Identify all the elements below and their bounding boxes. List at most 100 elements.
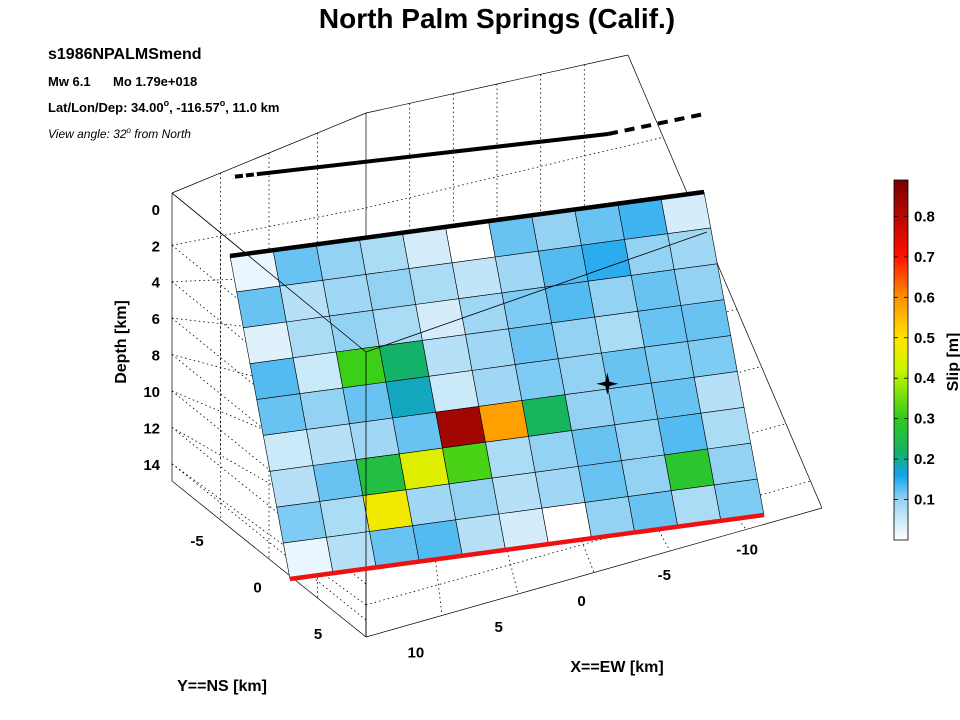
slip-patch: [408, 262, 460, 305]
x-axis-label: X==EW [km]: [570, 659, 663, 676]
tick-label: 4: [152, 275, 161, 292]
slip-patch: [306, 423, 357, 466]
slip-patch: [700, 406, 752, 450]
slip-patch: [365, 268, 417, 311]
tick-label: 6: [152, 311, 160, 328]
slip-patch: [458, 292, 509, 335]
moment-magnitude: Mw 6.1: [48, 74, 91, 89]
slip-patch: [528, 430, 579, 473]
slip-patch: [594, 310, 645, 354]
colorbar-label: Slip [m]: [945, 333, 960, 392]
fault-edges: [229, 189, 765, 582]
colorbar-tick: 0.4: [914, 370, 936, 387]
slip-patch: [680, 299, 732, 342]
slip-patch: [667, 227, 718, 270]
slip-patch: [442, 441, 493, 485]
slip-patch: [322, 274, 373, 317]
slip-patch: [673, 263, 725, 306]
tick-label: 10: [408, 645, 425, 662]
colorbar-tick: 0.1: [914, 492, 935, 509]
colorbar-tick: 0.2: [914, 451, 935, 468]
slip-patch: [422, 334, 473, 377]
slip-patch: [362, 489, 413, 532]
slip-patch: [428, 370, 480, 413]
slip-patch: [501, 286, 552, 330]
tick-label: 8: [152, 348, 160, 365]
tick-label: -10: [736, 541, 758, 558]
slip-patch: [508, 322, 559, 365]
slip-patch: [312, 459, 364, 502]
slip-patch: [372, 304, 423, 347]
slip-patch: [624, 233, 675, 276]
slip-patch: [292, 351, 344, 395]
slip-patch: [650, 376, 702, 420]
lat-lon-depth: Lat/Lon/Dep: 34.00o, -116.57o, 11.0 km: [48, 98, 279, 115]
tick-label: 0: [152, 202, 160, 219]
colorbar: 0.1 0.2 0.3 0.4 0.5 0.6 0.7 0.8 Slip [m]: [893, 179, 960, 541]
slip-patch: [335, 345, 387, 389]
slip-patch: [564, 388, 616, 431]
slip-patch: [385, 375, 437, 419]
slip-patch: [249, 357, 301, 400]
slip-patch: [537, 244, 589, 288]
tick-label: 0: [577, 593, 585, 610]
fault-bottom-edge: [289, 512, 765, 582]
tick-label: 10: [143, 384, 160, 401]
slip-patch: [378, 340, 430, 383]
chart-title: North Palm Springs (Calif.): [319, 3, 675, 34]
slip-patch: [256, 393, 307, 436]
slip-patch: [693, 371, 745, 414]
slip-patch: [392, 411, 443, 455]
seismic-moment: Mo 1.79e+018: [113, 74, 197, 89]
slip-patch: [405, 483, 457, 527]
slip-patch: [687, 335, 738, 378]
slip-patch: [607, 382, 659, 426]
tick-label: 2: [152, 238, 160, 255]
hypocenter-star: [596, 372, 619, 395]
slip-patch: [664, 448, 715, 492]
slip-patch: [342, 381, 393, 425]
slip-patch: [355, 453, 407, 496]
slip-patch: [521, 394, 572, 437]
slip-patch: [707, 442, 758, 486]
tick-label: -5: [190, 533, 203, 550]
slip-patch: [577, 460, 629, 503]
slip-patch: [242, 321, 294, 365]
colorbar-tick: 0.8: [914, 208, 935, 225]
tick-label: 12: [143, 420, 160, 437]
depth-axis-label: Depth [km]: [113, 300, 130, 384]
slip-patch: [551, 316, 602, 360]
slip-patch: [319, 495, 370, 538]
slip-patch: [262, 429, 314, 472]
colorbar-tick: 0.6: [914, 289, 935, 306]
event-id: s1986NPALMSmend: [48, 46, 202, 63]
slip-patch: [471, 364, 523, 407]
slip-patch: [637, 305, 688, 348]
slip-patch: [571, 424, 622, 467]
slip-patch: [398, 447, 450, 491]
slip-patch: [557, 352, 609, 396]
colorbar-tick: 0.7: [914, 249, 935, 266]
colorbar-tick: 0.5: [914, 330, 935, 347]
slip-patch: [349, 417, 400, 461]
tick-label: -5: [658, 567, 671, 584]
slip-patch: [644, 341, 695, 384]
slip-patch: [236, 285, 287, 329]
slip-patch: [581, 239, 632, 282]
slip-patch: [276, 501, 327, 544]
view-angle: View angle: 32o from North: [48, 126, 191, 141]
slip-patch: [630, 269, 682, 312]
slip-patch: [491, 471, 543, 515]
fault-top-edge: [229, 189, 705, 259]
slip-patch: [587, 275, 639, 318]
slip-patch: [299, 387, 350, 430]
slip-patch: [435, 406, 486, 449]
slip-patch: [448, 477, 500, 521]
colorbar-gradient: [893, 179, 909, 541]
slip-patch: [494, 250, 546, 294]
slip-patch: [657, 412, 708, 456]
slip-patch: [269, 465, 321, 508]
slip-patch: [614, 418, 665, 462]
slip-patch: [465, 328, 516, 371]
